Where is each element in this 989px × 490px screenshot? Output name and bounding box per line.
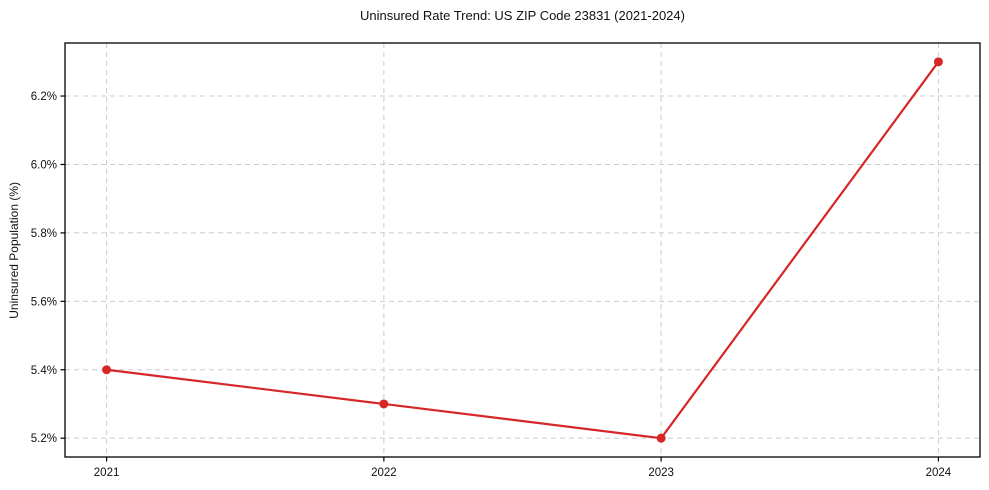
trend-line [105, 60, 940, 440]
y-tick-label: 5.8% [31, 228, 57, 240]
y-tick-label: 6.0% [31, 159, 57, 171]
y-tick-label: 5.4% [31, 365, 57, 377]
data-point-marker [656, 433, 666, 443]
x-tick-label: 2023 [648, 467, 674, 479]
data-point-marker [933, 57, 943, 67]
data-point-marker [379, 399, 389, 409]
x-tick-label: 2024 [926, 467, 952, 479]
y-tick-label: 5.6% [31, 296, 57, 308]
plot-frame [64, 42, 981, 458]
x-tick-label: 2021 [94, 467, 120, 479]
chart-title: Uninsured Rate Trend: US ZIP Code 23831 … [360, 8, 685, 23]
x-tick-label: 2022 [371, 467, 397, 479]
y-tick-label: 6.2% [31, 91, 57, 103]
data-point-marker [102, 365, 112, 375]
y-tick-label: 5.2% [31, 433, 57, 445]
